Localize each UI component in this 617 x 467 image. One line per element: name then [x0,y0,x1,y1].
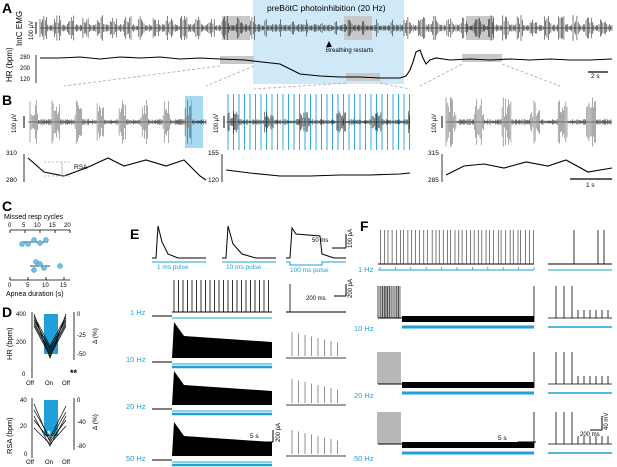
d-hr-x-off1: Off [26,381,34,387]
c-top-tick-15: 15 [49,223,56,229]
b-right-tick-285: 285 [428,177,439,184]
f-scale-zoom-x: 200 ms [580,432,600,438]
d-rsa-tick-0: 0 [24,452,28,458]
d-rsa-significance: * [47,429,51,439]
time-scale-a: 2 s [591,73,600,80]
d-rsa-tick-40: 40 [20,398,27,404]
f-row-20hz: 20 Hz [354,391,374,400]
e-row-1hz: 1 Hz [130,308,146,317]
d-rsa-right-40: -40 [77,420,86,426]
panel-label-a: A [2,0,13,16]
d-hr-tick-200: 200 [16,340,27,346]
b-mid-tick-155: 155 [208,150,219,157]
b-right-tick-315: 315 [428,150,439,157]
f-scale-x: 5 s [498,435,507,442]
breathing-restarts-label: Breathing restarts [326,48,374,54]
stim-label: preBötC photoinhibition (20 Hz) [267,3,386,13]
d-rsa-right-0: 0 [77,398,81,404]
d-rsa-x-off1: Off [26,460,34,466]
b-left-tick-280: 280 [6,177,17,184]
e-scale-top-x: 50 ms [312,238,329,244]
d-rsa-x-off2: Off [62,460,70,466]
f-row-1hz: 1 Hz [358,265,374,274]
c-top-tick-10: 10 [34,223,41,229]
d-hr-x-on: On [45,381,54,387]
b-left-tick-310: 310 [6,150,17,157]
hr-tick-200: 200 [20,66,31,72]
d-hr-tick-0: 0 [22,372,26,378]
d-rsa-x-on: On [45,460,54,466]
c-top-tick-0: 0 [8,223,12,229]
b-mid-tick-120: 120 [208,177,219,184]
e-scale-mid-x: 200 ms [306,296,326,302]
e-row-10hz: 10 Hz [126,355,146,364]
e-pulse-10ms: 10 ms pulse [226,264,262,271]
panel-label-e: E [130,226,140,242]
d-hr-tick-400: 400 [16,312,27,318]
f-row-10hz: 10 Hz [354,324,374,333]
d-hr-right-50: -50 [77,352,86,358]
panel-label-d: D [2,304,13,320]
d-hr-significance: ** [70,368,78,378]
d-hr-x-off2: Off [62,381,70,387]
hr-tick-120: 120 [20,77,31,83]
d-hr-right-25: -25 [77,333,86,339]
e-row-50hz: 50 Hz [126,454,146,463]
d-hr-right-0: 0 [77,312,81,318]
e-pulse-1ms: 1 ms pulse [157,264,189,271]
c-top-tick-5: 5 [22,223,26,229]
panel-label-c: C [2,198,13,214]
c-bottom-tick-5: 5 [26,283,30,289]
d-rsa-tick-20: 20 [20,424,27,430]
f-row-50hz: 50 Hz [354,454,374,463]
panel-label-b: B [2,92,13,108]
hr-tick-280: 280 [20,55,31,61]
c-bottom-tick-15: 15 [60,283,67,289]
c-top-axis-title: Missed resp cycles [4,214,64,221]
e-pulse-100ms: 100 ms pulse [290,267,329,274]
c-bottom-axis-title: Apnea duration (s) [6,291,64,298]
c-top-tick-20: 20 [64,223,71,229]
panel-label-f: F [360,218,369,234]
e-row-20hz: 20 Hz [126,402,146,411]
c-bottom-tick-0: 0 [8,283,12,289]
time-scale-b: 1 s [586,182,595,189]
d-rsa-right-80: -80 [77,444,86,450]
c-bottom-tick-10: 10 [42,283,49,289]
e-scale-bot-x: 5 s [250,433,259,440]
rsa-label: RSA [74,164,88,171]
f-scale-y: 40 mV [604,412,610,430]
